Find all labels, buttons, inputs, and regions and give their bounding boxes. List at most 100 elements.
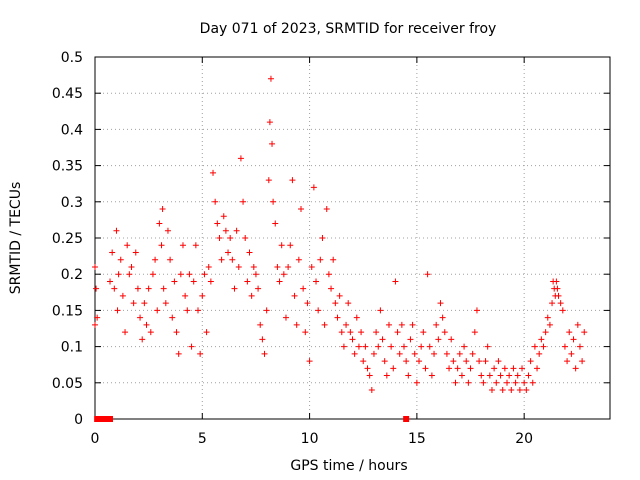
data-point — [570, 336, 577, 343]
data-point — [409, 321, 416, 328]
grid-lines — [95, 57, 610, 419]
data-point — [109, 249, 116, 256]
data-point — [536, 350, 543, 357]
data-point — [579, 358, 586, 365]
data-gap-marker — [403, 416, 410, 422]
data-point — [478, 372, 485, 379]
data-point — [117, 256, 124, 263]
data-point — [471, 329, 478, 336]
data-point — [173, 329, 180, 336]
data-point — [467, 365, 474, 372]
data-point — [519, 365, 526, 372]
y-tick-label: 0.05 — [52, 376, 83, 392]
data-point — [222, 227, 229, 234]
data-point — [488, 387, 495, 394]
y-tick-label: 0.2 — [61, 267, 83, 283]
data-point — [377, 307, 384, 314]
x-axis-label: GPS time / hours — [290, 458, 407, 474]
data-point — [201, 271, 208, 278]
data-point — [383, 372, 390, 379]
data-point — [119, 292, 126, 299]
data-point — [270, 198, 277, 205]
data-point — [416, 358, 423, 365]
data-point — [242, 235, 249, 241]
data-point — [269, 140, 276, 147]
data-point — [92, 321, 98, 328]
data-point — [476, 358, 483, 365]
data-point — [177, 271, 184, 278]
y-tick-label: 0.5 — [61, 50, 83, 66]
data-point — [405, 372, 412, 379]
data-point — [190, 278, 197, 285]
data-point — [422, 365, 429, 372]
data-point — [186, 271, 193, 278]
data-point — [458, 372, 465, 379]
y-tick-label: 0.4 — [61, 122, 83, 138]
data-point — [203, 329, 210, 336]
data-point — [250, 263, 257, 270]
data-point — [139, 336, 146, 343]
data-point — [159, 206, 166, 213]
data-point — [328, 285, 335, 292]
data-point — [152, 256, 159, 263]
data-point — [167, 256, 174, 263]
data-point — [115, 271, 122, 278]
data-point — [160, 285, 167, 292]
data-point — [437, 300, 444, 307]
data-point — [149, 271, 156, 278]
data-point — [336, 292, 343, 299]
data-point — [379, 336, 386, 343]
data-point — [557, 300, 564, 307]
data-point — [295, 256, 302, 263]
data-point — [319, 235, 326, 241]
data-point — [162, 300, 169, 307]
data-point — [128, 263, 135, 270]
data-point — [381, 358, 388, 365]
data-point — [340, 343, 347, 350]
data-point — [439, 314, 446, 321]
data-point — [554, 285, 561, 292]
data-point — [482, 358, 489, 365]
data-point — [540, 343, 547, 350]
data-point — [353, 314, 360, 321]
data-point — [461, 343, 468, 350]
plot-frame — [94, 56, 611, 420]
data-point — [491, 365, 498, 372]
data-point — [364, 365, 371, 372]
data-point — [407, 336, 414, 343]
y-tick-label: 0.45 — [52, 86, 83, 102]
data-point — [443, 350, 450, 357]
data-point — [233, 227, 240, 234]
data-point — [362, 343, 369, 350]
data-point — [92, 263, 98, 270]
data-point — [413, 379, 420, 386]
data-point — [158, 242, 165, 249]
x-tick-label: 10 — [301, 431, 319, 447]
y-tick-label: 0.25 — [52, 231, 83, 247]
data-gap-marker — [102, 416, 109, 422]
y-tick-label: 0.1 — [61, 340, 83, 356]
data-point — [463, 358, 470, 365]
data-point — [184, 307, 191, 314]
data-point — [392, 278, 399, 285]
data-point — [212, 198, 219, 205]
data-point — [343, 321, 350, 328]
data-point — [576, 343, 583, 350]
data-point — [145, 285, 152, 292]
data-point — [403, 358, 410, 365]
data-point — [114, 307, 121, 314]
data-point — [218, 256, 225, 263]
data-point — [456, 350, 463, 357]
data-point — [231, 285, 238, 292]
y-tick-label: 0.15 — [52, 303, 83, 319]
chart-title: Day 071 of 2023, SRMTID for receiver fro… — [200, 21, 497, 37]
x-tick-label: 5 — [198, 431, 207, 447]
data-point — [360, 358, 367, 365]
data-point — [420, 329, 427, 336]
data-point — [452, 379, 459, 386]
data-point — [332, 300, 339, 307]
data-point — [411, 350, 418, 357]
data-point — [141, 300, 148, 307]
data-point — [398, 321, 405, 328]
